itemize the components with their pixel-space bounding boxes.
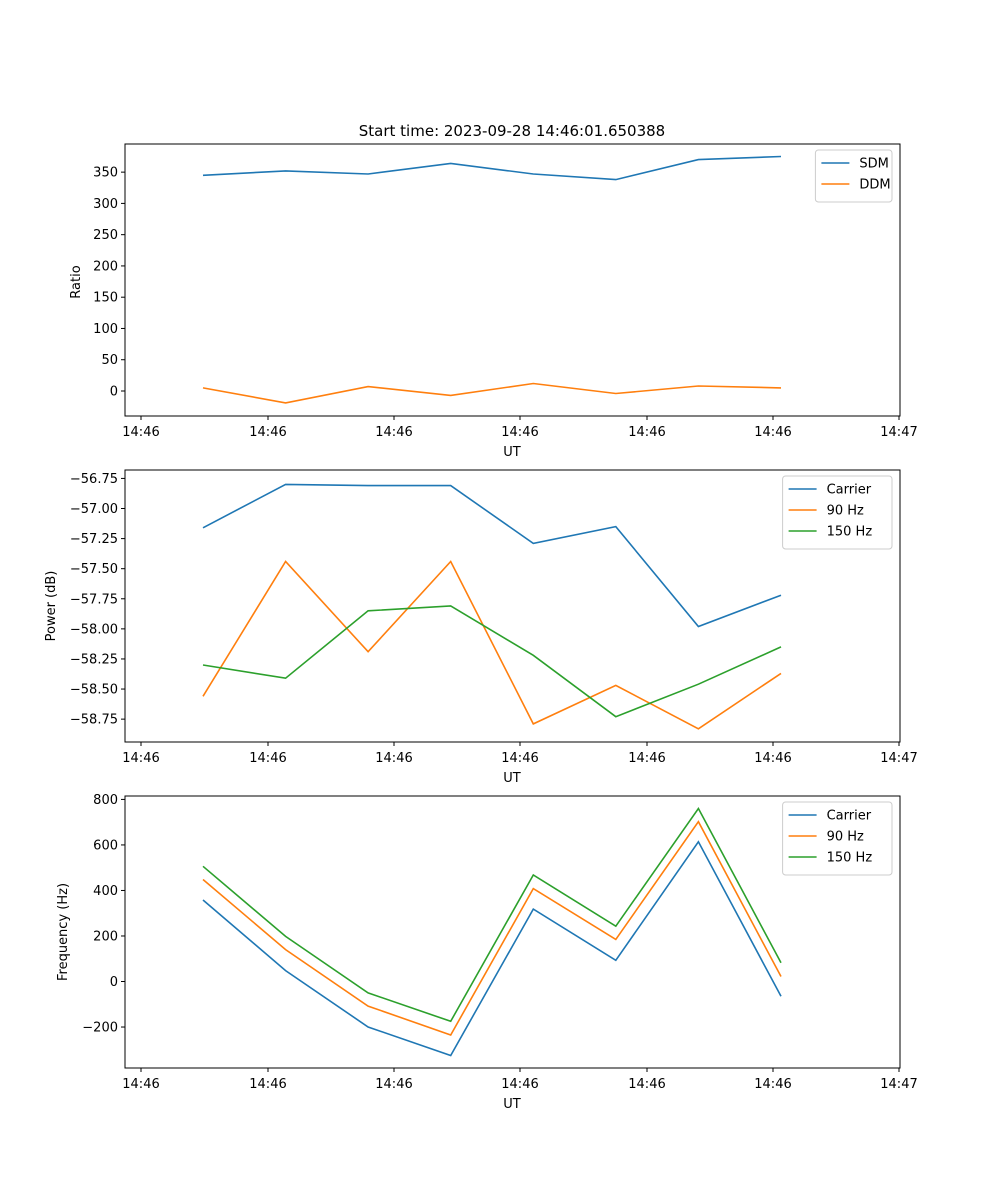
ratio-y-tick-label: 300 [93,197,118,212]
power-y-tick-label: −57.00 [70,502,118,517]
power-y-label: Power (dB) [44,571,59,642]
ratio-x-tick-label: 14:46 [501,425,538,440]
ratio-y-axis: 0 50 100 150 200 250 300 350 [93,166,125,399]
ratio-x-tick-label: 14:46 [628,425,665,440]
power-subplot: −56.75 −57.00 −57.25 −57.50 −57.75 −58.00 −58.… [44,469,918,786]
ratio-y-tick-label: 250 [93,228,118,243]
frequency-x-tick-label: 14:46 [754,1077,791,1092]
frequency-series-carrier-line [202,840,782,1057]
frequency-y-label: Frequency (Hz) [56,883,71,981]
power-x-tick-label: 14:46 [501,751,538,766]
ratio-x-tick-label: 14:46 [754,425,791,440]
power-x-tick-label: 14:47 [880,751,917,766]
ratio-y-tick-label: 0 [110,384,118,399]
ratio-lines [202,155,782,404]
ratio-x-label: UT [503,445,521,460]
power-legend-label-carrier: Carrier [827,483,872,498]
power-y-tick-label: −57.75 [70,592,118,607]
power-y-tick-label: −57.50 [70,562,118,577]
ratio-y-tick-label: 350 [93,166,118,181]
frequency-lines [202,806,782,1057]
frequency-legend-label-carrier: Carrier [827,809,872,824]
ratio-y-label: Ratio [69,265,84,298]
frequency-series-150-hz-line [202,806,782,1023]
ratio-x-tick-label: 14:46 [249,425,286,440]
frequency-x-label: UT [503,1097,521,1112]
power-x-axis: 14:46 14:46 14:46 14:46 14:46 14:46 14:47 [122,742,918,766]
ratio-series-ddm-line [202,382,782,404]
power-y-tick-label: −58.25 [70,652,118,667]
ratio-legend-label-ddm: DDM [859,178,890,193]
figure-title: Start time: 2023-09-28 14:46:01.650388 [359,122,665,140]
frequency-series-90-hz-line [202,820,782,1036]
power-y-tick-label: −58.75 [70,713,118,728]
power-x-tick-label: 14:46 [628,751,665,766]
frequency-y-tick-label: 400 [93,884,118,899]
frequency-legend: Carrier 90 Hz 150 Hz [782,801,893,876]
frequency-y-tick-label: 0 [110,975,118,990]
frequency-x-tick-label: 14:47 [880,1077,917,1092]
frequency-x-axis: 14:46 14:46 14:46 14:46 14:46 14:46 14:47 [122,1068,918,1092]
power-x-tick-label: 14:46 [754,751,791,766]
ratio-x-tick-label: 14:46 [375,425,412,440]
ratio-x-axis: 14:46 14:46 14:46 14:46 14:46 14:46 14:47 [122,416,918,440]
ratio-legend: SDM DDM [814,149,893,203]
power-axes-frame [124,469,901,743]
frequency-y-tick-label: −200 [82,1021,118,1036]
power-legend-label-90-hz: 90 Hz [827,504,864,519]
frequency-legend-label-90-hz: 90 Hz [827,830,864,845]
power-x-tick-label: 14:46 [249,751,286,766]
power-y-axis: −56.75 −57.00 −57.25 −57.50 −57.75 −58.00 −58.… [70,472,125,728]
ratio-y-tick-label: 200 [93,259,118,274]
ratio-legend-label-sdm: SDM [859,157,888,172]
frequency-y-tick-label: 200 [93,929,118,944]
power-y-tick-label: −57.25 [70,532,118,547]
ratio-y-tick-label: 100 [93,322,118,337]
power-series-150-hz-line [202,605,782,718]
ratio-x-tick-label: 14:46 [122,425,159,440]
frequency-y-axis: −200 0 200 400 600 800 [82,793,125,1036]
frequency-x-tick-label: 14:46 [628,1077,665,1092]
frequency-x-tick-label: 14:46 [249,1077,286,1092]
frequency-x-tick-label: 14:46 [375,1077,412,1092]
power-series-90-hz-line [202,560,782,730]
power-y-tick-label: −56.75 [70,472,118,487]
frequency-x-tick-label: 14:46 [501,1077,538,1092]
power-lines [202,483,782,730]
power-legend: Carrier 90 Hz 150 Hz [782,475,893,550]
ratio-axes-frame [124,143,901,417]
power-series-carrier-line [202,483,782,628]
power-y-tick-label: −58.50 [70,683,118,698]
frequency-axes-frame [124,795,901,1069]
ratio-y-tick-label: 50 [101,353,118,368]
power-x-label: UT [503,771,521,786]
frequency-x-tick-label: 14:46 [122,1077,159,1092]
ratio-y-tick-label: 150 [93,291,118,306]
power-x-tick-label: 14:46 [122,751,159,766]
frequency-y-tick-label: 800 [93,793,118,808]
ratio-x-tick-label: 14:47 [880,425,917,440]
frequency-y-tick-label: 600 [93,838,118,853]
power-y-tick-label: −58.00 [70,622,118,637]
power-legend-label-150-hz: 150 Hz [827,525,873,540]
frequency-legend-label-150-hz: 150 Hz [827,851,873,866]
ratio-series-sdm-line [202,155,782,181]
power-x-tick-label: 14:46 [375,751,412,766]
